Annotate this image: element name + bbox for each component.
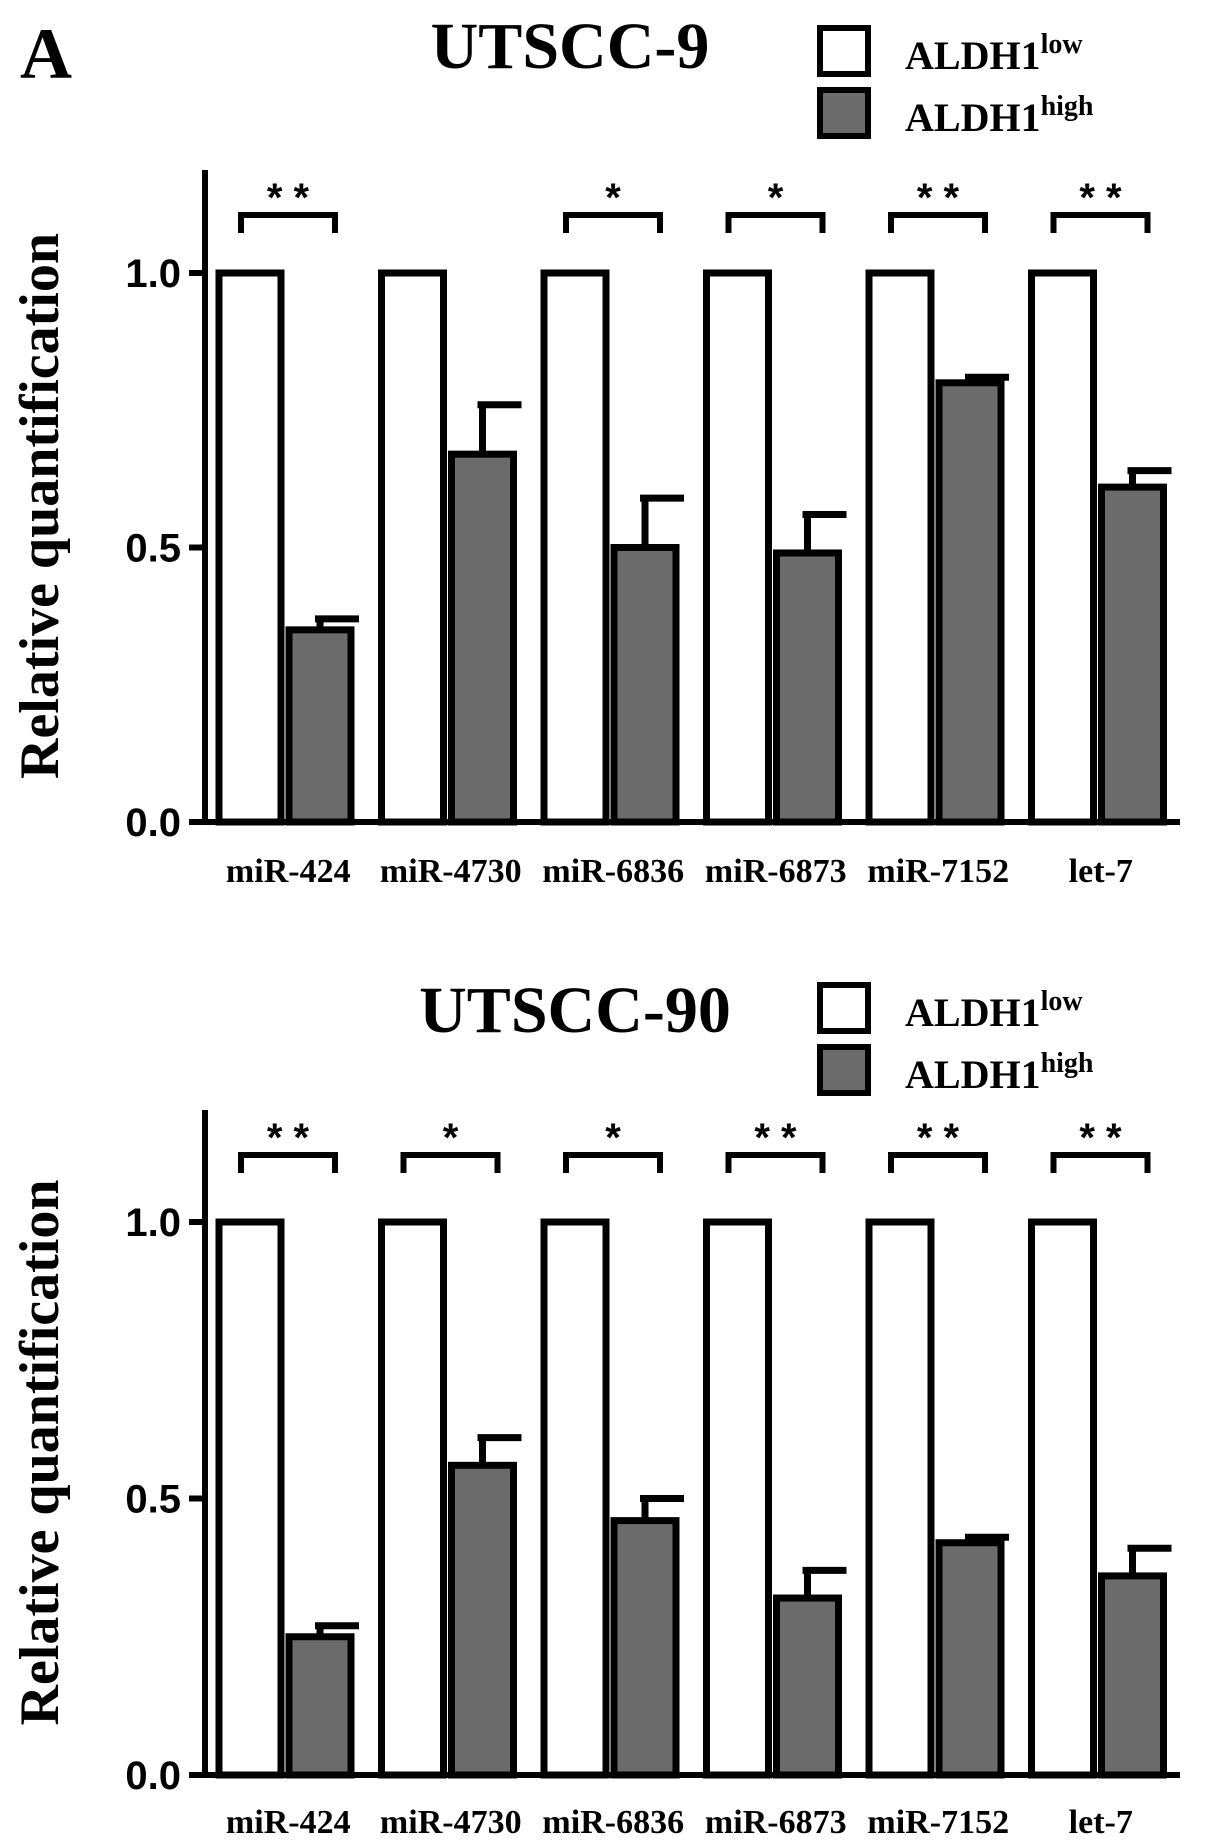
x-tick-label: miR-7152 xyxy=(867,853,1009,890)
x-tick-label: let-7 xyxy=(1069,1804,1133,1841)
x-tick-label: miR-4730 xyxy=(380,853,522,890)
legend-swatch-low xyxy=(817,982,871,1034)
y-tick-label: 0.0 xyxy=(125,801,181,845)
significance-bracket xyxy=(563,212,663,233)
x-tick-label: miR-6836 xyxy=(542,853,684,890)
bar-high xyxy=(610,1517,680,1779)
x-tick-label: let-7 xyxy=(1069,853,1133,890)
x-tick-label: miR-6873 xyxy=(705,1804,847,1841)
significance-bracket xyxy=(238,1152,338,1173)
bar-high xyxy=(935,379,1005,826)
panel-letter: A xyxy=(20,14,72,94)
legend-label-low: ALDH1low xyxy=(905,986,1083,1035)
y-axis-label: Relative quantification xyxy=(9,1180,71,1726)
significance-label: * * xyxy=(267,1116,310,1160)
bar-low xyxy=(865,1218,935,1779)
significance-bracket xyxy=(888,1152,988,1173)
bar-high xyxy=(285,626,355,826)
bar-low xyxy=(540,1218,610,1779)
legend-swatch-low xyxy=(817,25,871,77)
significance-label: * xyxy=(443,1116,459,1160)
chart-1: UTSCC-9 ALDH1low ALDH1high 0.0 0.5 1.0 Relativ… xyxy=(9,10,1180,890)
x-tick-label: miR-424 xyxy=(226,1804,351,1841)
significance-label: * * xyxy=(267,176,310,220)
chart-2: UTSCC-90 ALDH1low ALDH1high 0.0 0.5 1.0 Relati… xyxy=(9,974,1180,1841)
x-tick-label: miR-7152 xyxy=(867,1804,1009,1841)
bar-low xyxy=(540,269,610,826)
significance-label: * xyxy=(605,1116,621,1160)
bar-low xyxy=(703,269,772,826)
significance-bracket xyxy=(400,1152,501,1173)
significance-bracket xyxy=(888,212,988,233)
y-axis-label: Relative quantification xyxy=(9,233,71,779)
significance-label: * * xyxy=(754,1116,797,1160)
bar-high xyxy=(610,544,680,826)
bar-low xyxy=(378,269,447,826)
chart-title: UTSCC-9 xyxy=(431,10,710,83)
significance-bracket xyxy=(725,1152,826,1173)
significance-label: * xyxy=(605,176,621,220)
significance-label: * xyxy=(768,176,784,220)
significance-bracket xyxy=(725,212,826,233)
x-tick-label: miR-424 xyxy=(226,853,351,890)
significance-label: * * xyxy=(917,176,960,220)
y-tick-label: 0.0 xyxy=(125,1754,181,1798)
bar-high xyxy=(1098,1572,1167,1779)
significance-bracket xyxy=(563,1152,663,1173)
y-tick-label: 0.5 xyxy=(125,527,181,571)
bar-low xyxy=(703,1218,772,1779)
bar-high xyxy=(285,1633,355,1779)
x-tick-label: miR-6873 xyxy=(705,853,847,890)
legend-swatch-high xyxy=(817,1044,871,1096)
legend-label-high: ALDH1high xyxy=(905,91,1094,140)
bar-high xyxy=(935,1539,1005,1779)
significance-bracket xyxy=(238,212,338,233)
x-tick-label: miR-4730 xyxy=(380,1804,522,1841)
bar-low xyxy=(1028,1218,1097,1779)
bar-low xyxy=(378,1218,447,1779)
significance-bracket xyxy=(1050,1152,1151,1173)
legend-label-low: ALDH1low xyxy=(905,29,1083,78)
legend-swatch-high xyxy=(817,87,871,139)
bar-high xyxy=(448,1461,517,1779)
bar-low xyxy=(865,269,935,826)
bar-high xyxy=(773,549,842,826)
significance-label: * * xyxy=(1079,1116,1122,1160)
y-tick-label: 1.0 xyxy=(125,252,181,296)
bar-low xyxy=(215,1218,285,1779)
y-tick-label: 1.0 xyxy=(125,1201,181,1245)
significance-label: * * xyxy=(917,1116,960,1160)
significance-bracket xyxy=(1050,212,1151,233)
y-tick-label: 0.5 xyxy=(125,1478,181,1522)
bar-high xyxy=(773,1594,842,1779)
bar-high xyxy=(448,450,517,826)
legend-label-high: ALDH1high xyxy=(905,1048,1094,1097)
bar-high xyxy=(1098,483,1167,826)
chart-title: UTSCC-90 xyxy=(419,974,731,1047)
bar-low xyxy=(1028,269,1097,826)
significance-label: * * xyxy=(1079,176,1122,220)
x-tick-label: miR-6836 xyxy=(542,1804,684,1841)
bar-low xyxy=(215,269,285,826)
